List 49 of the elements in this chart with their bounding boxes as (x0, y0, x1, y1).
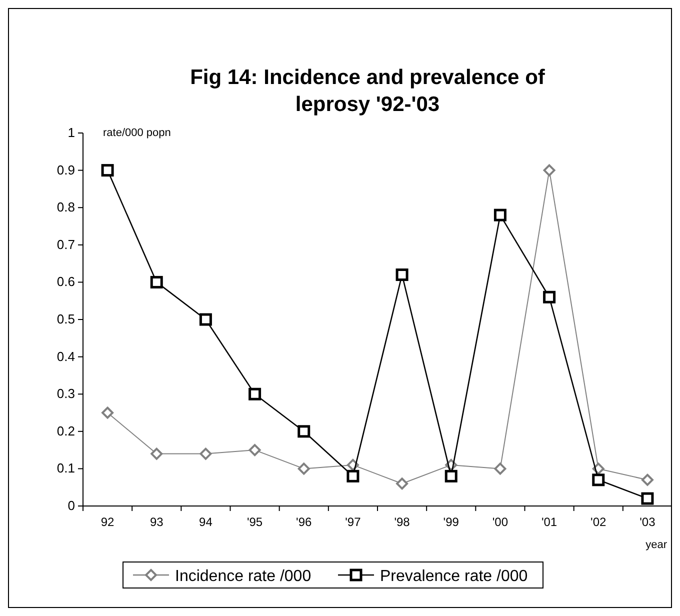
y-tick-label: 0.8 (56, 200, 75, 215)
point (543, 164, 556, 176)
y-axis-title: rate/000 popn (103, 127, 171, 139)
y-tick-label: 0.9 (56, 162, 75, 178)
point (248, 444, 261, 456)
point (298, 462, 310, 475)
point (150, 448, 163, 460)
point (199, 313, 212, 326)
x-tick-label: '98 (394, 515, 410, 529)
y-tick-label: 0.2 (56, 423, 75, 438)
y-tick-label: 1 (68, 125, 75, 140)
point (494, 462, 506, 475)
y-tick-label: 0.5 (56, 312, 75, 326)
point (346, 470, 360, 482)
point (641, 474, 654, 486)
point (543, 290, 556, 304)
x-tick-label: '02 (590, 515, 607, 529)
x-tick-label: '00 (492, 515, 508, 529)
x-tick-label: '03 (640, 515, 656, 529)
x-tick-label: '97 (345, 515, 362, 529)
x-tick-label: '99 (443, 515, 460, 529)
y-tick-label: 0.1 (56, 460, 75, 476)
point (592, 474, 605, 486)
x-tick-label: '96 (296, 515, 312, 529)
point (494, 208, 506, 222)
chart-title: Fig 14: Incidence and prevalence of leprosy '92-'03 (190, 66, 546, 116)
point (396, 268, 408, 281)
y-tick-label: 0.3 (56, 386, 75, 402)
x-axis-title: year (646, 539, 668, 551)
y-tick-label: 0.7 (56, 236, 75, 252)
point (641, 492, 654, 505)
point (248, 388, 262, 400)
point (298, 425, 310, 438)
y-tick-label: 0 (68, 498, 75, 513)
point (444, 470, 458, 482)
point (200, 448, 212, 460)
point (101, 164, 114, 177)
point (396, 478, 408, 490)
x-tick-label: 94 (199, 515, 213, 529)
point (150, 276, 163, 288)
y-tick-label: 0.6 (56, 274, 75, 290)
x-tick-label: '95 (246, 515, 263, 529)
y-tick-label: 0.4 (56, 348, 75, 364)
x-tick-label: 92 (100, 515, 115, 529)
legend-label: Incidence rate /000 (175, 568, 312, 585)
legend-label: Prevalence rate /000 (380, 568, 528, 585)
x-tick-label: 93 (150, 515, 164, 529)
point (102, 406, 114, 419)
x-tick-label: '01 (541, 515, 558, 529)
